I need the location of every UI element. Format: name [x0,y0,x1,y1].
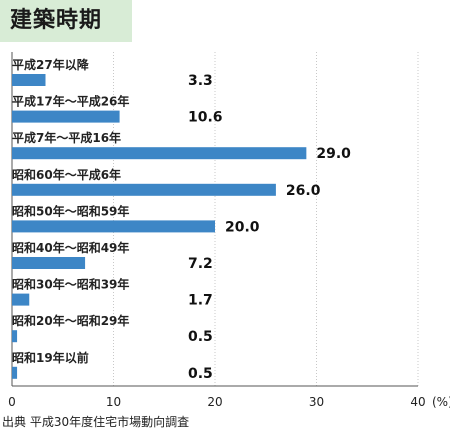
bar [12,183,276,196]
source-note: 出典 平成30年度住宅市場動向調査 [2,415,190,429]
category-label: 平成27年以降 [12,57,90,72]
x-tick-label: 0 [8,395,16,409]
category-label: 昭和20年～昭和29年 [12,313,129,328]
bar [12,110,120,123]
value-label: 7.2 [188,256,213,272]
category-label: 昭和30年～昭和39年 [12,277,129,292]
bar [12,147,307,160]
value-label: 10.6 [188,110,223,126]
title-header: 建築時期 [0,0,132,42]
category-label: 昭和19年以前 [12,350,89,365]
category-label: 平成7年～平成16年 [12,130,121,145]
x-axis-unit: (%) [432,395,450,409]
value-label: 20.0 [225,219,260,235]
category-label: 平成17年～平成26年 [12,94,129,109]
value-label: 29.0 [316,146,351,162]
value-label: 26.0 [286,183,321,199]
value-label: 0.5 [188,366,213,382]
category-label: 昭和50年～昭和59年 [12,203,129,218]
bar [12,257,86,269]
bar [12,74,46,86]
bar [12,220,215,233]
bar [12,366,18,379]
value-label: 0.5 [188,329,213,345]
value-label: 3.3 [188,73,213,89]
x-tick-label: 40 [410,395,425,409]
bar [12,293,30,306]
bar [12,330,18,343]
category-label: 昭和40年～昭和49年 [12,240,129,255]
chart-title: 建築時期 [10,8,103,33]
x-tick-label: 10 [106,395,121,409]
category-label: 昭和60年～平成6年 [12,167,121,182]
value-label: 1.7 [188,293,213,309]
x-tick-label: 30 [309,395,324,409]
x-tick-label: 20 [207,395,222,409]
